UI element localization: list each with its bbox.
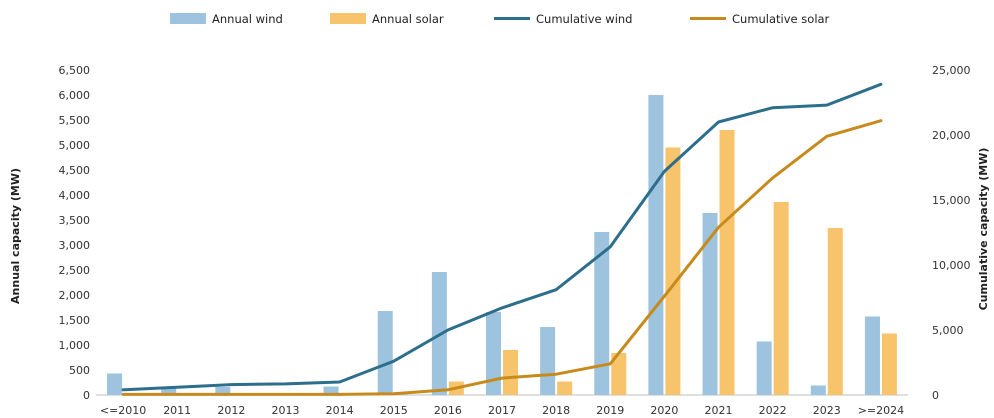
- x-tick-label: 2018: [542, 404, 570, 417]
- solar-bar: [503, 350, 518, 395]
- y-tick-label: 2,500: [59, 264, 91, 277]
- wind-bar: [377, 311, 393, 395]
- x-tick-label: 2012: [217, 404, 245, 417]
- cumulative-solar-line: [121, 119, 883, 396]
- y-axis-title: Annual capacity (MW): [9, 168, 22, 304]
- y-tick-label: 3,500: [59, 214, 91, 227]
- solar-bar: [881, 333, 897, 395]
- x-axis: <=2010 2011 2012 2013 2014 2015 2016 2017 2018 20…: [100, 404, 904, 417]
- left-axis: 0 500 1,000 1,500 2,000 2,500 3,000 3,500 4,000 4…: [59, 64, 91, 402]
- y-tick-label: 5,500: [59, 114, 91, 127]
- y-tick-label: 6,000: [59, 89, 91, 102]
- legend-label-cumulative-solar: Cumulative solar: [732, 12, 830, 26]
- wind-bar: [864, 316, 880, 395]
- solar-bar: [611, 353, 627, 395]
- legend-swatch-annual-wind: [170, 13, 206, 24]
- solar-bar: [557, 381, 573, 395]
- y2-axis-title: Cumulative capacity (MW): [977, 148, 990, 311]
- y-tick-label: 6,500: [59, 64, 91, 77]
- lines: [121, 82, 883, 396]
- x-tick-label: 2011: [163, 404, 191, 417]
- solar-bar: [827, 228, 843, 395]
- legend-label-annual-wind: Annual wind: [212, 12, 283, 26]
- wind-bar: [486, 312, 501, 395]
- cumulative-wind-line: [121, 82, 883, 392]
- x-tick-label: 2022: [759, 404, 787, 417]
- wind-bar: [810, 385, 826, 395]
- x-tick-label: 2013: [271, 404, 299, 417]
- wind-bar: [215, 387, 231, 395]
- y-tick-label: 4,000: [59, 189, 91, 202]
- x-tick-label: 2015: [380, 404, 408, 417]
- x-tick-label: 2017: [488, 404, 516, 417]
- legend-swatch-annual-solar: [330, 13, 366, 24]
- legend: Annual wind Annual solar Cumulative wind Cu…: [170, 12, 830, 26]
- wind-bar: [594, 232, 610, 395]
- bars: [107, 95, 897, 395]
- x-tick-label: <=2010: [100, 404, 146, 417]
- legend-label-annual-solar: Annual solar: [372, 12, 444, 26]
- x-tick-label: >=2024: [858, 404, 904, 417]
- x-tick-label: 2014: [326, 404, 354, 417]
- y2-tick-label: 25,000: [932, 64, 971, 77]
- x-tick-label: 2021: [705, 404, 733, 417]
- solar-bar: [719, 130, 735, 395]
- wind-bar: [756, 341, 772, 395]
- y2-tick-label: 5,000: [932, 324, 964, 337]
- solar-bar: [773, 202, 789, 395]
- y-tick-label: 1,500: [59, 314, 91, 327]
- x-tick-label: 2023: [813, 404, 841, 417]
- wind-bar: [702, 213, 718, 395]
- y2-tick-label: 15,000: [932, 194, 971, 207]
- y-tick-label: 0: [83, 389, 90, 402]
- y2-tick-label: 20,000: [932, 129, 971, 142]
- wind-bar: [107, 373, 123, 395]
- y2-tick-label: 10,000: [932, 259, 971, 272]
- x-tick-label: 2019: [596, 404, 624, 417]
- x-tick-label: 2020: [650, 404, 678, 417]
- wind-bar: [648, 95, 664, 395]
- x-tick-label: 2016: [434, 404, 462, 417]
- y-tick-label: 5,000: [59, 139, 91, 152]
- y2-tick-label: 0: [932, 389, 939, 402]
- wind-bar: [540, 327, 556, 395]
- y-tick-label: 2,000: [59, 289, 91, 302]
- y-tick-label: 3,000: [59, 239, 91, 252]
- wind-bar: [323, 386, 339, 395]
- y-tick-label: 1,000: [59, 339, 91, 352]
- legend-label-cumulative-wind: Cumulative wind: [536, 12, 632, 26]
- right-axis: 0 5,000 10,000 15,000 20,000 25,000: [932, 64, 971, 402]
- wind-bar: [161, 388, 177, 395]
- y-tick-label: 500: [69, 364, 90, 377]
- y-tick-label: 4,500: [59, 164, 91, 177]
- solar-bar: [665, 147, 681, 395]
